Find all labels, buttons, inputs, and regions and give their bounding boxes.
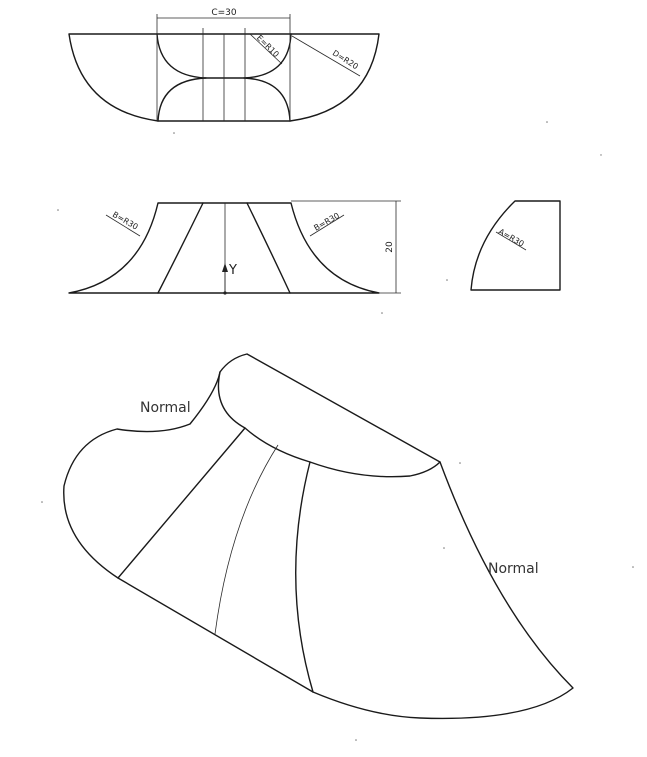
normal-label-top: Normal bbox=[140, 400, 191, 416]
dim-a-label: A=R30 bbox=[497, 227, 526, 249]
dim-b-right-label: B=R30 bbox=[312, 211, 341, 233]
normal-label-right: Normal bbox=[488, 561, 539, 577]
top-view: C=30 E=R10 D=R20 bbox=[68, 8, 380, 122]
paper-specks bbox=[41, 121, 634, 741]
y-axis-label: Y bbox=[228, 263, 237, 278]
dim-d-label: D=R20 bbox=[331, 48, 360, 71]
dim-e-label: E=R10 bbox=[255, 33, 281, 59]
dim-c-label: C=30 bbox=[211, 8, 237, 18]
isometric-view: Normal Normal bbox=[63, 353, 574, 720]
front-view: Y 20 B=R30 B=R30 bbox=[68, 200, 401, 295]
side-view: A=R30 bbox=[470, 200, 561, 291]
dim-height-label: 20 bbox=[385, 241, 395, 253]
